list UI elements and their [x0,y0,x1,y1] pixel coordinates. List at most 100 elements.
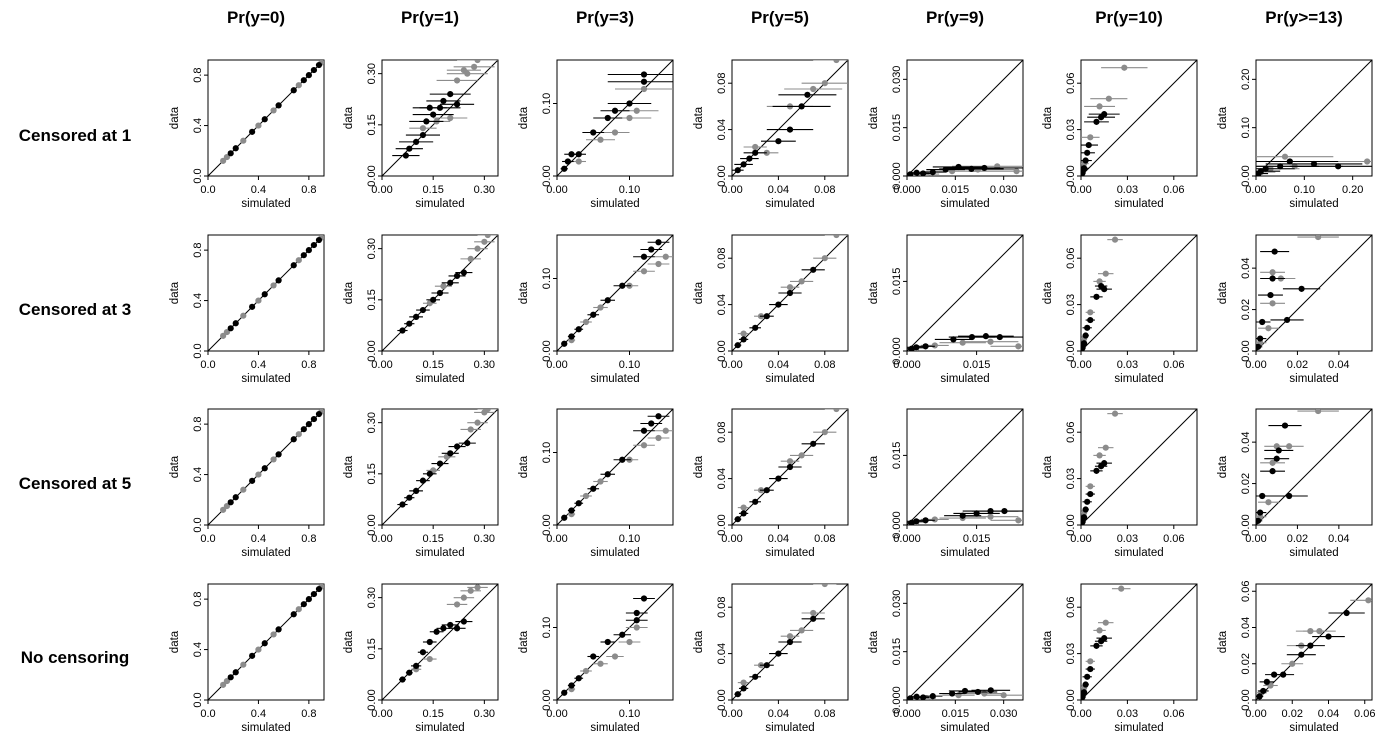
data-point [740,161,747,168]
data-point [798,278,805,285]
data-point [1298,651,1305,658]
plot-area [557,409,673,525]
data-point [575,326,582,333]
panel: 0.00 0.02 0.04 0.00 0.02 0.04 simulated data [1217,408,1373,559]
x-axis-label: simulated [765,198,814,210]
x-tick-label: 0.30 [474,708,495,720]
x-tick-label: 0.00 [721,184,742,196]
data-point [786,638,794,646]
data-point [295,431,302,438]
data-point [1315,409,1322,415]
column-title-pr-y9: Pr(y=9) [925,8,985,27]
data-point [597,304,604,311]
data-point [1087,134,1094,141]
data-point [1364,158,1371,165]
data-point [1081,344,1086,351]
data-point [1269,300,1276,307]
x-tick-label: 0.04 [768,359,789,371]
data-point [240,137,247,144]
y-tick-label: 0.4 [192,293,204,308]
y-axis-label: data [1042,281,1054,304]
data-point [1081,340,1088,347]
data-point [275,277,282,284]
data-point [295,606,302,613]
data-point [433,628,440,635]
data-point [270,107,277,114]
data-point [1269,459,1276,466]
x-tick-label: 0.8 [301,359,316,371]
data-point [275,451,282,458]
data-point [1256,343,1262,350]
data-point [1267,291,1274,299]
data-point [413,487,420,494]
plot-area [382,60,498,176]
data-point [240,312,247,319]
plot-area [382,584,498,700]
data-point [474,245,481,252]
data-point [775,475,782,482]
data-point [763,487,770,494]
y-tick-label: 0.02 [1240,653,1252,674]
y-axis-label: data [693,455,705,478]
data-point [447,114,454,122]
data-point [406,145,413,152]
data-point [959,512,966,519]
plot-area [1256,235,1372,351]
y-tick-label: 0.15 [366,114,378,135]
x-tick-label: 0.04 [768,184,789,196]
data-point [484,409,491,413]
y-axis-label: data [868,106,880,129]
data-point [913,344,920,351]
y-tick-label: 0.00 [716,340,728,361]
data-point [568,682,575,689]
data-point [467,426,474,433]
data-point [575,151,582,158]
data-point [232,145,239,152]
plot-area [732,60,848,176]
data-point [1111,236,1119,243]
plot-area [1081,584,1197,700]
y-axis-label: data [868,281,880,304]
y-tick-label: 0.10 [541,617,553,638]
data-point [798,627,805,634]
x-tick-label: 0.02 [1287,533,1308,545]
y-tick-label: 0.10 [541,442,553,463]
data-point [604,114,611,122]
x-axis-label: simulated [765,547,814,559]
y-tick-label: 0.00 [1240,165,1252,186]
data-point [1102,270,1109,277]
data-point [1365,597,1372,604]
data-point [1087,658,1094,665]
plot-frame [1255,408,1373,526]
data-point [447,450,454,457]
data-point [740,510,747,517]
x-axis-label: simulated [940,722,989,734]
plot-frame [1080,583,1198,701]
data-point [220,681,227,688]
data-point [1256,517,1262,524]
data-point [436,104,444,111]
data-point [597,136,604,143]
data-point [752,324,759,331]
data-point [1081,165,1088,172]
data-point [413,138,420,145]
data-point [460,594,467,601]
x-tick-label: 0.8 [301,533,316,545]
data-point [604,638,611,646]
plot-area [907,60,1023,176]
data-point [1082,157,1089,164]
data-point [305,596,312,603]
plot-area [1256,409,1372,525]
data-point [920,170,927,176]
x-tick-label: 0.04 [768,708,789,720]
y-tick-label: 0.15 [366,638,378,659]
y-axis-label: data [1217,281,1229,304]
y-tick-label: 0.00 [366,340,378,361]
y-tick-label: 0.00 [541,689,553,710]
y-axis-label: data [169,106,181,129]
panel: 0.000 0.015 0.0300.0000.0150.030simulatedd… [868,59,1024,210]
data-point [223,328,231,336]
data-point [1271,248,1278,255]
